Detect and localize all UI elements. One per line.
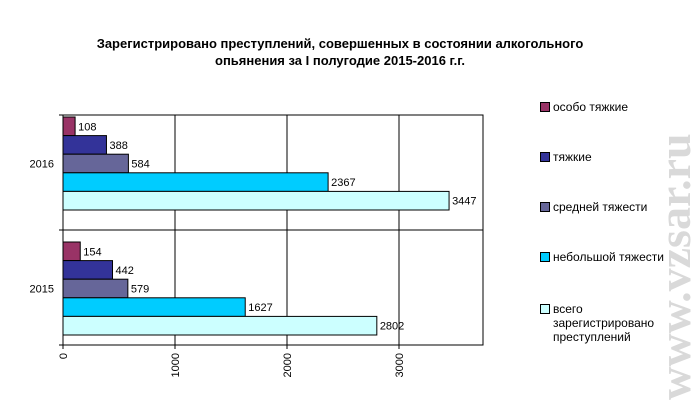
x-tick-label: 3000 <box>394 353 406 377</box>
data-label: 108 <box>78 121 96 133</box>
data-label: 388 <box>109 140 127 152</box>
chart-title: Зарегистрировано преступлений, совершенн… <box>96 36 584 68</box>
bar <box>62 241 81 262</box>
bar <box>62 315 378 336</box>
y-category-label: 2015 <box>30 284 54 296</box>
bar <box>62 116 76 137</box>
legend-swatch <box>540 152 550 162</box>
legend-swatch <box>540 202 550 212</box>
legend-label: небольшой тяжести <box>553 250 664 264</box>
data-label: 154 <box>83 246 101 258</box>
bar <box>62 135 107 155</box>
bar <box>62 278 129 299</box>
bar <box>62 297 246 317</box>
y-category-label: 2016 <box>30 159 54 171</box>
legend-swatch <box>540 252 550 262</box>
watermark-text: www.vzsar.ru <box>649 133 696 400</box>
legend-swatch <box>540 102 550 112</box>
legend-swatch <box>540 304 550 314</box>
legend-label: средней тяжести <box>553 200 648 214</box>
x-tick-label: 2000 <box>282 353 294 377</box>
data-label: 1627 <box>248 302 272 314</box>
legend-label: всего зарегистрировано преступлений <box>553 302 655 344</box>
bar <box>62 190 450 211</box>
data-label: 442 <box>116 265 134 277</box>
bar <box>62 153 129 174</box>
data-label: 3447 <box>452 196 476 208</box>
data-label: 2367 <box>331 177 355 189</box>
x-tick-label: 0 <box>58 353 70 359</box>
legend-label: тяжкие <box>553 150 592 164</box>
watermark: www.vzsar.ru <box>618 60 696 410</box>
x-tick-label: 1000 <box>170 353 182 377</box>
bar <box>62 172 329 192</box>
data-label: 2802 <box>380 321 404 333</box>
bar <box>62 260 114 280</box>
data-label: 579 <box>131 284 149 296</box>
data-label: 584 <box>131 159 149 171</box>
legend-label: особо тяжкие <box>553 100 629 114</box>
